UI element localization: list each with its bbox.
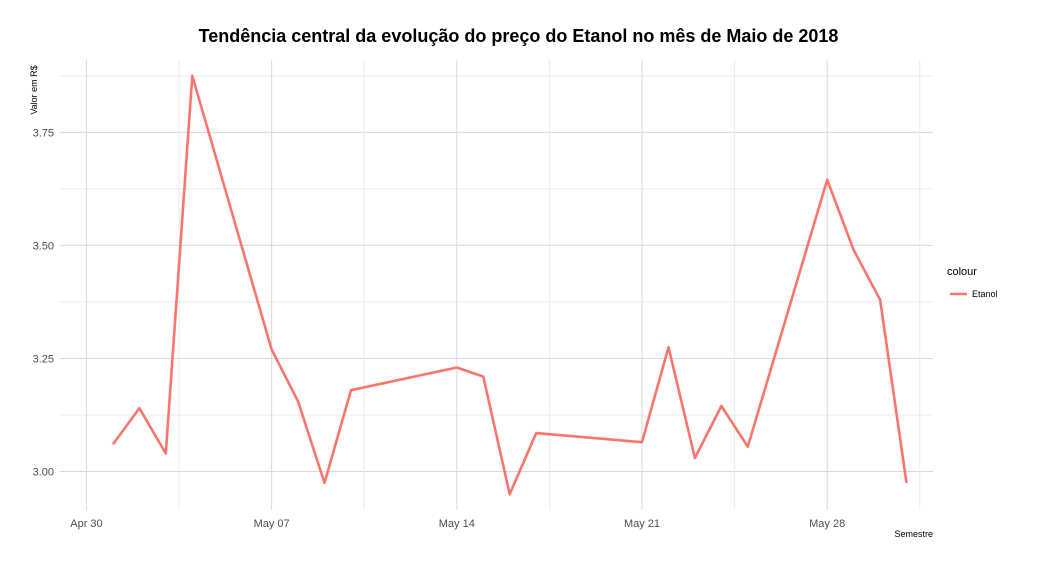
series-line-etanol <box>111 74 908 496</box>
y-tick-label: 3.50 <box>33 240 54 252</box>
series-lines <box>111 74 908 496</box>
y-axis-title: Valor em R$ <box>29 65 39 114</box>
x-axis-title: Semestre <box>894 529 933 539</box>
y-tick-label: 3.75 <box>33 127 54 139</box>
x-tick-label: Apr 30 <box>70 518 102 530</box>
legend-label-etanol: Etanol <box>972 289 998 299</box>
legend-title: colour <box>947 266 977 278</box>
grid-lines <box>60 60 933 510</box>
x-tick-label: May 07 <box>254 518 290 530</box>
x-tick-label: May 14 <box>439 518 475 530</box>
x-tick-label: May 28 <box>809 518 845 530</box>
legend: colour Etanol <box>947 266 998 299</box>
tick-labels: 3.00 3.25 3.50 3.75 Apr 30 May 07 May 14 May 21… <box>33 127 846 530</box>
y-tick-label: 3.00 <box>33 467 54 479</box>
y-tick-label: 3.25 <box>33 353 54 365</box>
chart-title: Tendência central da evolução do preço d… <box>198 26 839 46</box>
x-tick-label: May 21 <box>624 518 660 530</box>
